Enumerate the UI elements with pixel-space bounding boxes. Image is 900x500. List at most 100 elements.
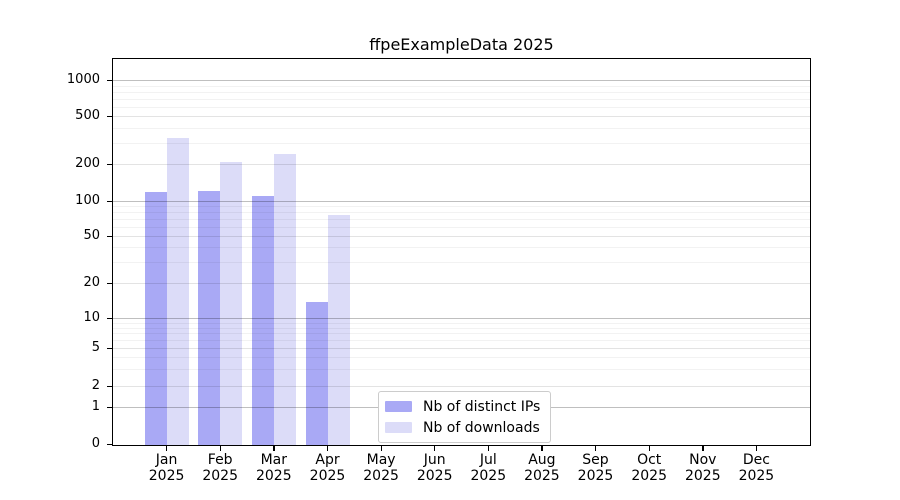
y-tick-label-0: 0 xyxy=(91,436,100,451)
y-tick-200 xyxy=(107,164,112,166)
gridline-40 xyxy=(113,247,810,249)
bar-downloads-jan xyxy=(166,138,189,445)
x-tick-label-month: Apr xyxy=(315,452,340,468)
x-tick-label-year: 2025 xyxy=(470,468,507,484)
x-tick-label-month: Jun xyxy=(423,452,446,468)
x-tick-jan xyxy=(166,446,168,451)
x-tick-label-year: 2025 xyxy=(416,468,453,484)
bar-downloads-apr xyxy=(327,214,350,445)
gridline-50 xyxy=(113,236,810,237)
x-tick-label-year: 2025 xyxy=(524,468,560,484)
y-tick-10 xyxy=(107,318,112,320)
y-tick-500 xyxy=(107,116,112,118)
y-tick-0 xyxy=(107,444,112,446)
x-tick-label-year: 2025 xyxy=(577,468,614,484)
x-tick-label-mar: Mar 2025 xyxy=(242,452,306,484)
gridline-800 xyxy=(113,91,810,93)
gridline-500 xyxy=(113,116,810,117)
y-tick-5 xyxy=(107,348,112,350)
gridline-200 xyxy=(113,164,810,165)
x-tick-label-year: 2025 xyxy=(738,468,775,484)
y-tick-100 xyxy=(107,201,112,203)
x-tick-label-feb: Feb 2025 xyxy=(188,452,252,484)
x-tick-label-month: Nov xyxy=(689,452,717,468)
y-tick-2 xyxy=(107,386,112,388)
x-tick-label-month: Mar xyxy=(260,452,287,468)
y-tick-label-1000: 1000 xyxy=(66,72,100,87)
x-tick-label-may: May 2025 xyxy=(349,452,413,484)
legend-swatch-icon xyxy=(385,401,412,412)
gridlines-layer xyxy=(113,59,810,445)
bar-distinct-ips-feb xyxy=(198,191,221,445)
gridline-3 xyxy=(113,369,810,371)
y-tick-label-1: 1 xyxy=(91,399,100,414)
x-tick-label-dec: Dec 2025 xyxy=(724,452,788,484)
x-tick-label-sep: Sep 2025 xyxy=(564,452,628,484)
gridline-2 xyxy=(113,386,810,387)
x-tick-nov xyxy=(702,446,704,451)
gridline-700 xyxy=(113,98,810,100)
gridline-70 xyxy=(113,219,810,220)
x-tick-sep xyxy=(595,446,597,451)
bar-downloads-mar xyxy=(273,154,296,445)
gridline-300 xyxy=(113,142,810,144)
x-tick-feb xyxy=(219,446,221,451)
x-tick-may xyxy=(380,446,382,451)
bar-distinct-ips-jan xyxy=(144,192,167,445)
legend-item-downloads: Nb of downloads xyxy=(385,418,540,437)
chart-title: ffpeExampleData 2025 xyxy=(369,35,554,54)
x-tick-aug xyxy=(541,446,543,451)
x-tick-label-year: 2025 xyxy=(309,468,346,484)
y-tick-1000 xyxy=(107,80,112,82)
y-tick-label-100: 100 xyxy=(75,193,100,208)
x-tick-label-month: Oct xyxy=(637,452,662,468)
gridline-20 xyxy=(113,283,810,284)
gridline-400 xyxy=(113,127,810,129)
x-tick-label-year: 2025 xyxy=(148,468,185,484)
gridline-9 xyxy=(113,322,810,324)
y-tick-label-5: 5 xyxy=(91,340,100,355)
x-tick-label-oct: Oct 2025 xyxy=(617,452,681,484)
y-tick-label-10: 10 xyxy=(83,310,100,325)
gridline-900 xyxy=(113,85,810,87)
y-tick-1 xyxy=(107,407,112,409)
x-tick-label-apr: Apr 2025 xyxy=(296,452,360,484)
x-tick-label-jul: Jul 2025 xyxy=(456,452,520,484)
bar-distinct-ips-mar xyxy=(251,196,274,445)
y-tick-label-20: 20 xyxy=(83,275,100,290)
bars-layer xyxy=(113,59,810,445)
gridline-8 xyxy=(113,327,810,329)
x-tick-jul xyxy=(487,446,490,451)
x-tick-label-month: May xyxy=(366,452,396,468)
x-tick-label-jun: Jun 2025 xyxy=(403,452,467,484)
y-tick-50 xyxy=(107,236,112,238)
legend-label: Nb of distinct IPs xyxy=(423,398,541,415)
x-tick-label-month: Feb xyxy=(207,452,233,468)
gridline-6 xyxy=(113,340,810,342)
x-tick-label-year: 2025 xyxy=(255,468,292,484)
gridline-80 xyxy=(113,212,810,214)
gridline-7 xyxy=(113,333,810,335)
gridline-10 xyxy=(113,318,810,319)
x-tick-apr xyxy=(327,446,329,451)
gridline-600 xyxy=(113,106,810,108)
gridline-90 xyxy=(113,206,810,208)
y-tick-20 xyxy=(107,283,112,285)
legend-item-distinct-ips: Nb of distinct IPs xyxy=(385,397,540,416)
x-tick-label-month: Jul xyxy=(479,452,497,468)
legend-label: Nb of downloads xyxy=(423,419,540,436)
x-tick-label-month: Jan xyxy=(155,452,178,468)
x-tick-label-year: 2025 xyxy=(684,468,721,484)
x-tick-label-year: 2025 xyxy=(363,468,399,484)
y-tick-label-50: 50 xyxy=(83,228,100,243)
gridline-4 xyxy=(113,357,810,359)
x-tick-jun xyxy=(434,446,436,451)
bar-downloads-feb xyxy=(220,162,243,445)
x-tick-dec xyxy=(755,446,758,451)
x-tick-label-jan: Jan 2025 xyxy=(135,452,199,484)
y-tick-label-500: 500 xyxy=(75,108,100,123)
gridline-5 xyxy=(113,348,810,349)
legend-swatch-icon xyxy=(385,422,412,433)
gridline-100 xyxy=(113,201,810,202)
